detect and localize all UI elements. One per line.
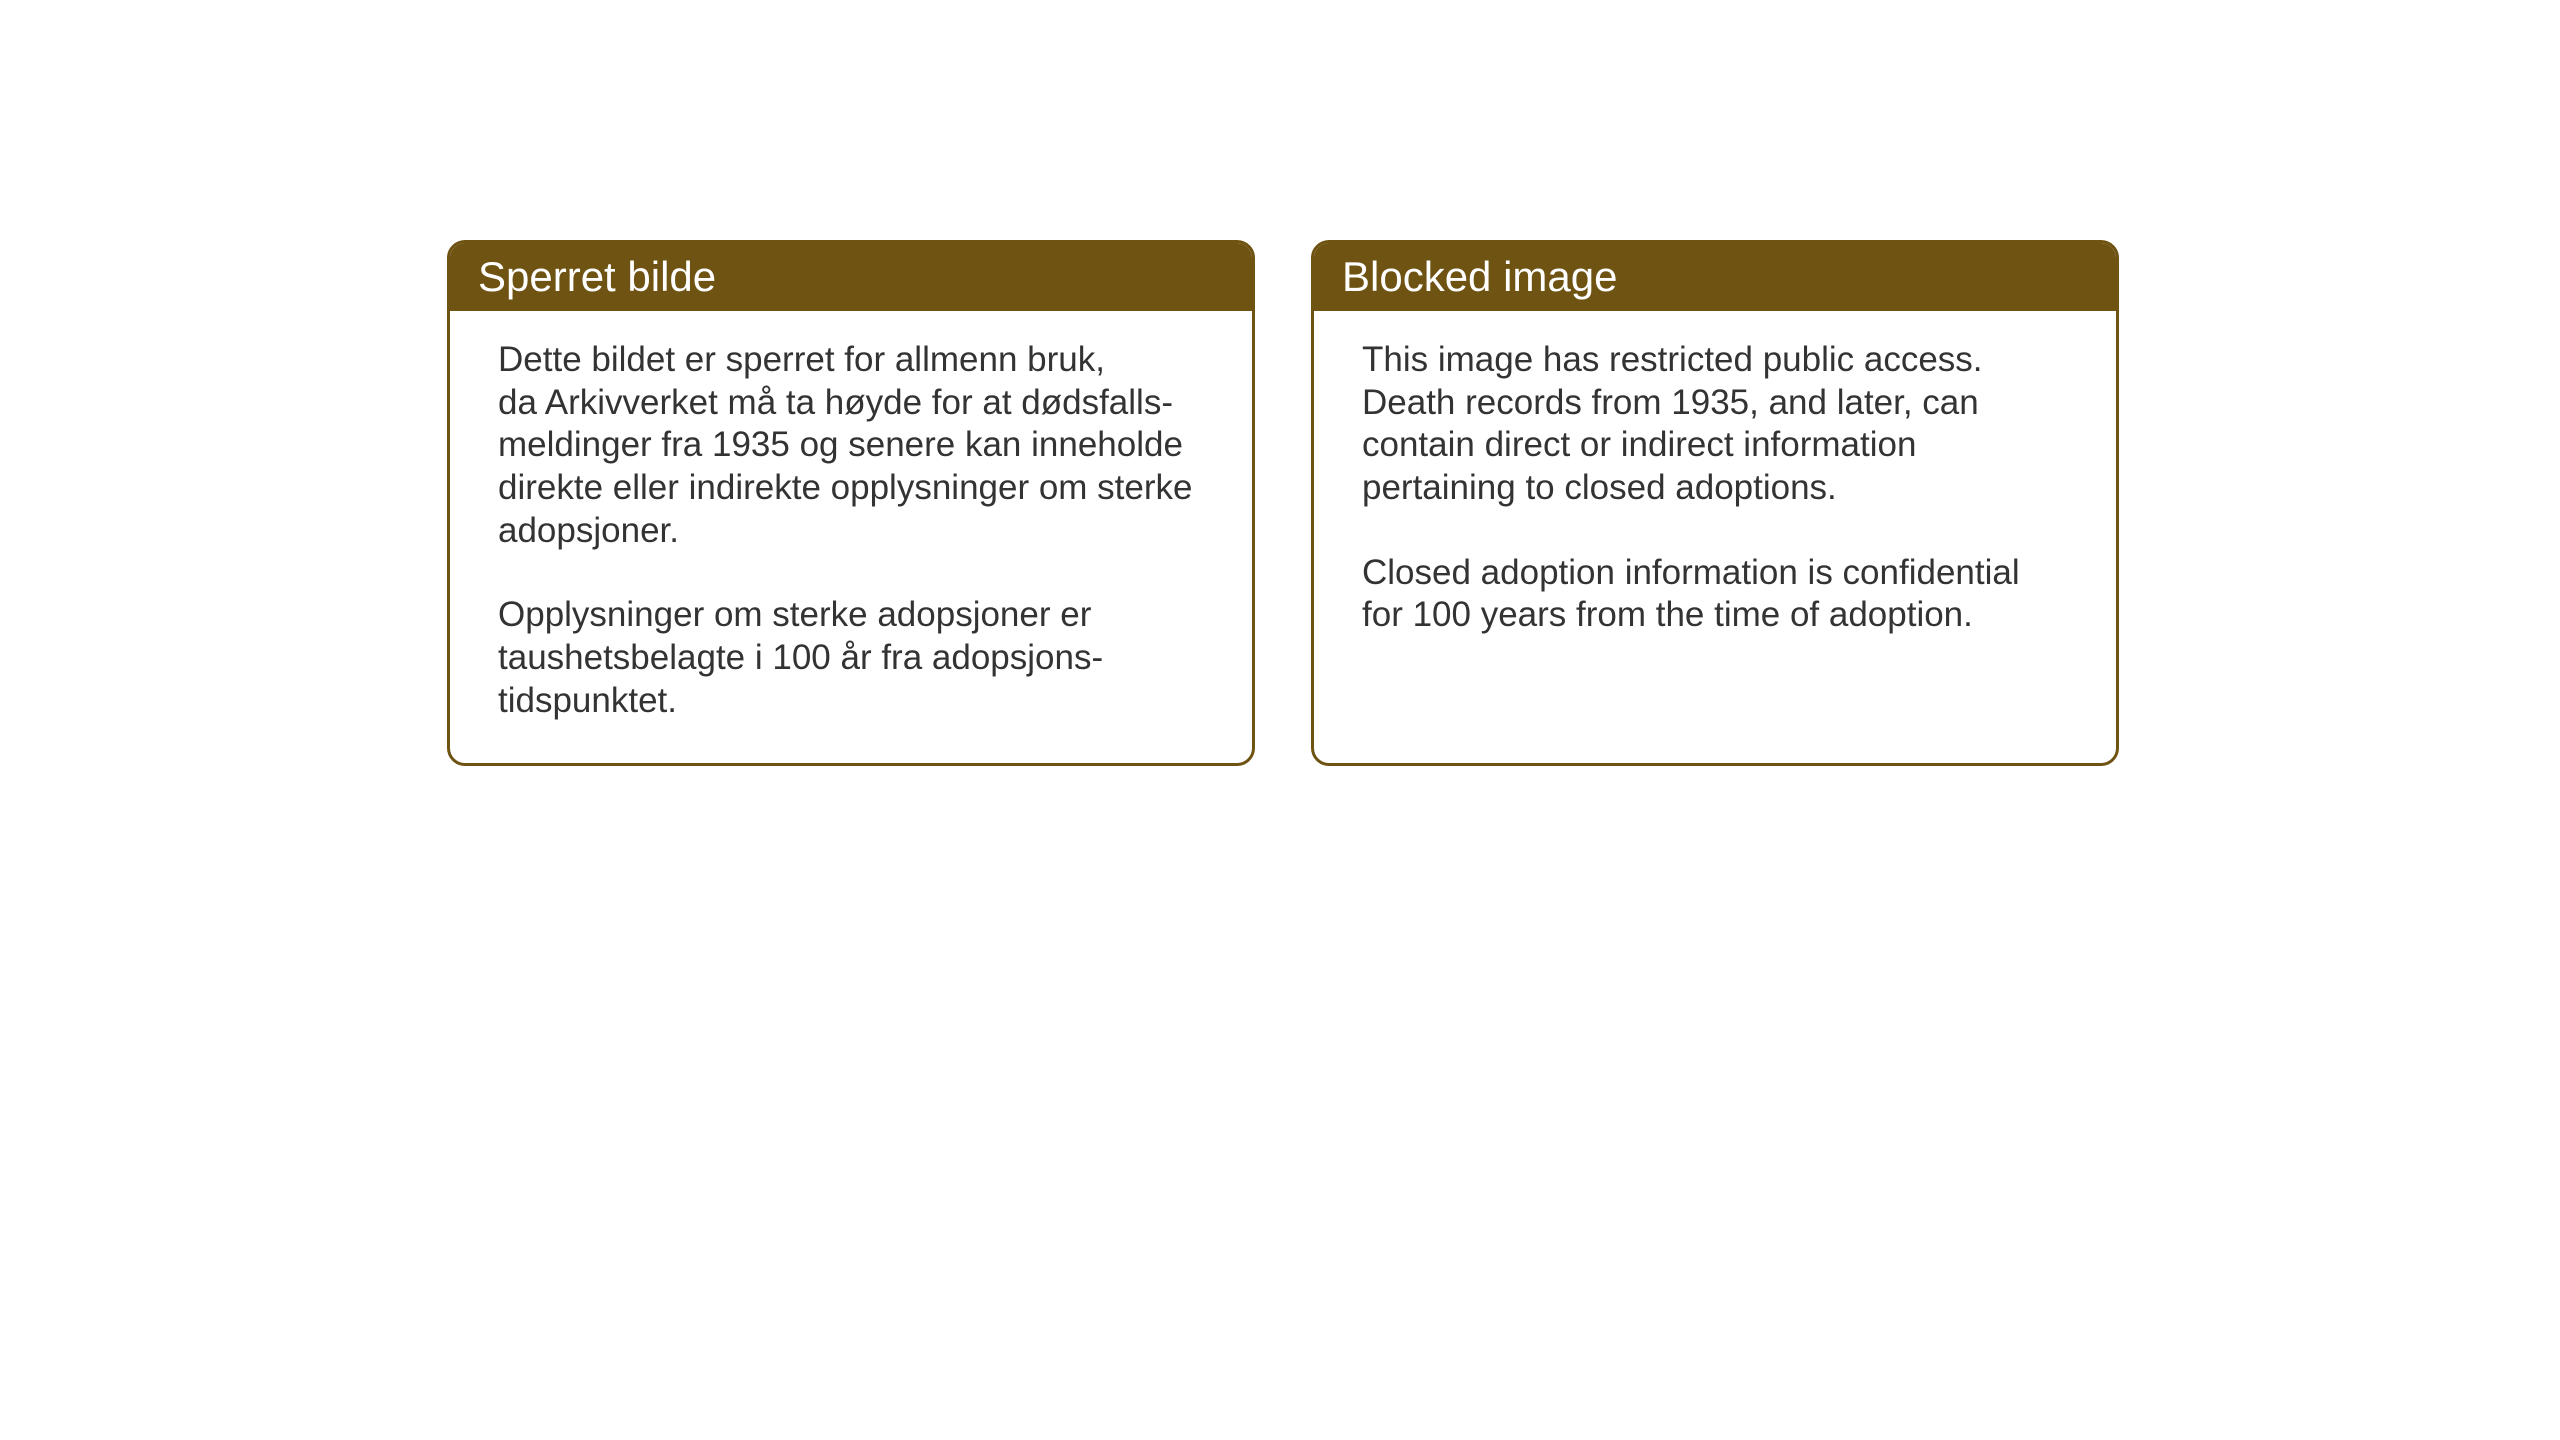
para2-line1: Opplysninger om sterke adopsjoner er (498, 594, 1204, 637)
para1-line3: contain direct or indirect information (1362, 424, 2068, 467)
para1-line5: adopsjoner. (498, 510, 1204, 553)
paragraph-gap (498, 552, 1204, 594)
para2-line2: for 100 years from the time of adoption. (1362, 594, 2068, 637)
card-title-english: Blocked image (1342, 253, 1617, 300)
para2-line2: taushetsbelagte i 100 år fra adopsjons- (498, 637, 1204, 680)
paragraph-gap (1362, 510, 2068, 552)
notice-card-english: Blocked image This image has restricted … (1311, 240, 2119, 766)
notice-container: Sperret bilde Dette bildet er sperret fo… (447, 240, 2119, 766)
card-header-norwegian: Sperret bilde (450, 243, 1252, 311)
notice-card-norwegian: Sperret bilde Dette bildet er sperret fo… (447, 240, 1255, 766)
para1-line1: Dette bildet er sperret for allmenn bruk… (498, 339, 1204, 382)
card-body-norwegian: Dette bildet er sperret for allmenn bruk… (450, 311, 1252, 763)
para1-line1: This image has restricted public access. (1362, 339, 2068, 382)
para1-line4: direkte eller indirekte opplysninger om … (498, 467, 1204, 510)
card-title-norwegian: Sperret bilde (478, 253, 716, 300)
para1-line4: pertaining to closed adoptions. (1362, 467, 2068, 510)
card-header-english: Blocked image (1314, 243, 2116, 311)
para2-line3: tidspunktet. (498, 680, 1204, 723)
para1-line2: da Arkivverket må ta høyde for at dødsfa… (498, 382, 1204, 425)
card-body-english: This image has restricted public access.… (1314, 311, 2116, 711)
para1-line2: Death records from 1935, and later, can (1362, 382, 2068, 425)
para2-line1: Closed adoption information is confident… (1362, 552, 2068, 595)
para1-line3: meldinger fra 1935 og senere kan innehol… (498, 424, 1204, 467)
